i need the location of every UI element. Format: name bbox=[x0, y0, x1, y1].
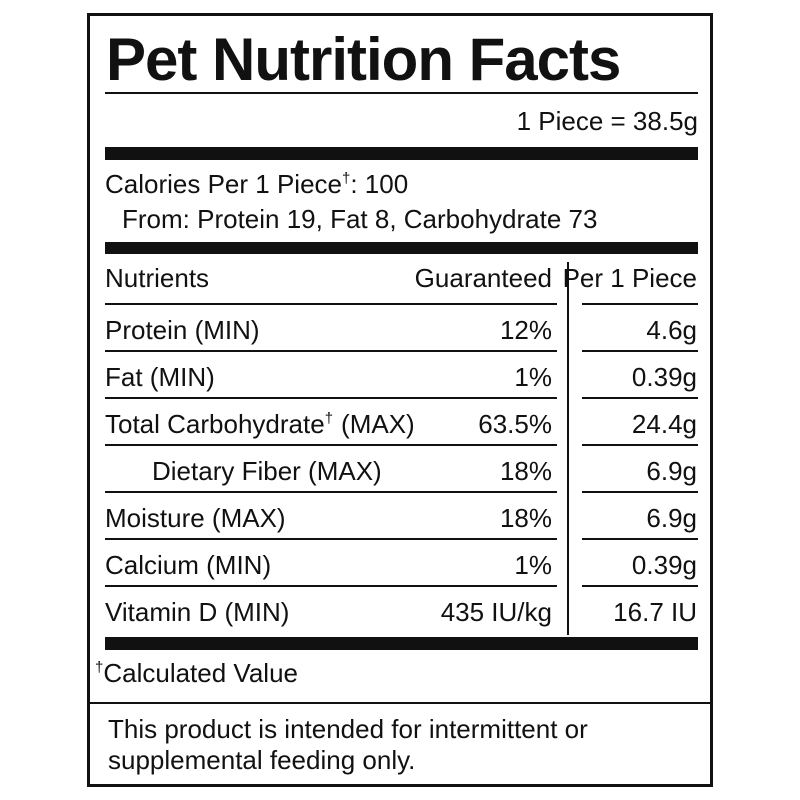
footnote-text: Calculated Value bbox=[103, 658, 298, 688]
thick-rule bbox=[105, 637, 698, 650]
nutrient: Dietary Fiber (MAX) bbox=[152, 458, 382, 484]
note-line: This product is intended for intermitten… bbox=[108, 714, 588, 744]
thick-rule bbox=[105, 147, 698, 160]
per-piece: 6.9g bbox=[646, 503, 697, 533]
per-piece: 4.6g bbox=[646, 315, 697, 345]
thick-rule bbox=[105, 242, 698, 254]
guaranteed: 1% bbox=[514, 362, 552, 392]
per-piece: 6.9g bbox=[646, 456, 697, 486]
nutrient: Vitamin D (MIN) bbox=[105, 599, 289, 625]
row-rule bbox=[105, 444, 557, 446]
column-header: Guaranteed bbox=[414, 263, 552, 293]
guaranteed: 12% bbox=[499, 315, 552, 345]
calories: Calories Per 1 Piece†: 100 bbox=[105, 171, 408, 197]
guaranteed: 1% bbox=[514, 550, 552, 580]
row-rule bbox=[582, 538, 698, 540]
nutrient: Fat (MIN) bbox=[105, 364, 215, 390]
guaranteed: 435 IU/kg bbox=[440, 597, 552, 627]
nutrient-name: Calcium (MIN) bbox=[105, 550, 272, 580]
row-rule bbox=[582, 585, 698, 587]
nutrient: Moisture (MAX) bbox=[105, 505, 286, 531]
note-line: supplemental feeding only. bbox=[108, 745, 416, 775]
dagger: † bbox=[342, 170, 351, 187]
nutrient-qualifier: (MAX) bbox=[341, 409, 415, 439]
nutrient-name: Fat (MIN) bbox=[105, 362, 215, 392]
calories-value: : 100 bbox=[350, 169, 409, 199]
nutrient-name: Vitamin D (MIN) bbox=[105, 597, 290, 627]
column-header: Per 1 Piece bbox=[562, 263, 697, 293]
row-rule bbox=[582, 491, 698, 493]
footnote: †Calculated Value bbox=[95, 660, 298, 686]
nutrient-name: Protein (MIN) bbox=[105, 315, 260, 345]
label-border bbox=[87, 13, 713, 787]
rule bbox=[90, 702, 710, 704]
row-rule bbox=[105, 538, 557, 540]
guaranteed: 18% bbox=[499, 456, 552, 486]
per-piece: 0.39g bbox=[631, 550, 697, 580]
nutrient-name: Dietary Fiber (MAX) bbox=[152, 456, 382, 486]
nutrient: Protein (MIN) bbox=[105, 317, 260, 343]
row-rule bbox=[582, 350, 698, 352]
dagger: † bbox=[95, 659, 104, 676]
row-rule bbox=[105, 491, 557, 493]
row-rule bbox=[105, 397, 557, 399]
column-divider bbox=[567, 262, 569, 635]
row-rule bbox=[105, 303, 557, 305]
rule bbox=[105, 92, 698, 94]
per-piece: 16.7 IU bbox=[613, 597, 697, 627]
guaranteed: 18% bbox=[499, 503, 552, 533]
nutrient: Calcium (MIN) bbox=[105, 552, 271, 578]
nutrient: Total Carbohydrate† (MAX) bbox=[105, 411, 415, 437]
serving: 1 Piece = 38.5g bbox=[516, 106, 698, 136]
row-rule bbox=[105, 350, 557, 352]
row-rule bbox=[582, 397, 698, 399]
nutrient-name: Moisture (MAX) bbox=[105, 503, 286, 533]
dagger: † bbox=[324, 410, 334, 427]
calories-label: Calories Per 1 Piece bbox=[105, 169, 342, 199]
column-header: Nutrients bbox=[105, 263, 210, 293]
title: Pet Nutrition Facts bbox=[106, 26, 621, 93]
calories-from: From: Protein 19, Fat 8, Carbohydrate 73 bbox=[122, 204, 598, 234]
guaranteed: 63.5% bbox=[478, 409, 552, 439]
row-rule bbox=[105, 585, 557, 587]
nutrient-name: Total Carbohydrate bbox=[105, 409, 325, 439]
row-rule bbox=[582, 303, 698, 305]
row-rule bbox=[582, 444, 698, 446]
per-piece: 24.4g bbox=[631, 409, 697, 439]
per-piece: 0.39g bbox=[631, 362, 697, 392]
